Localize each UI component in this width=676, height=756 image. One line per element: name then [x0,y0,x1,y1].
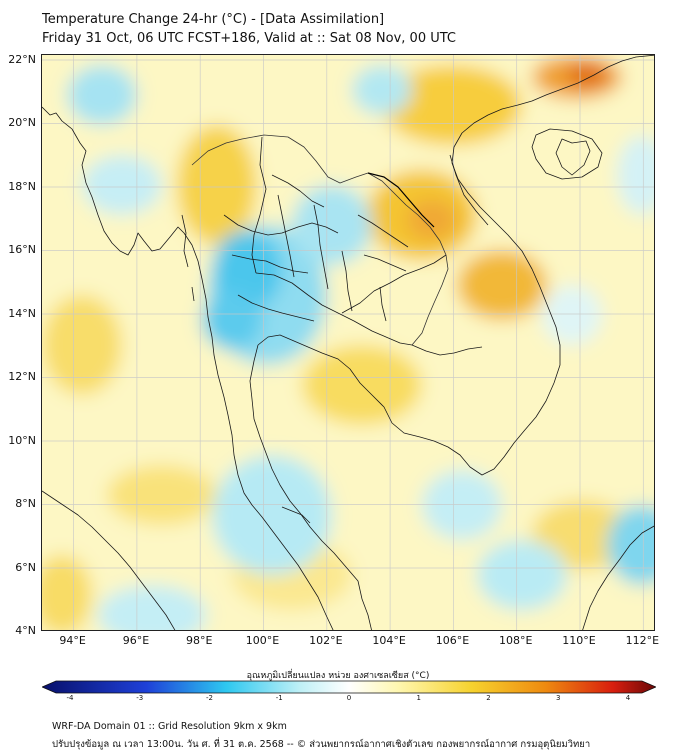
colorbar-tick-label: 0 [346,694,352,702]
map-canvas [42,55,654,630]
colorbar-tick-label: 3 [556,694,561,702]
colorbar-tick-label: 4 [625,694,631,702]
colorbar-gradient [42,680,656,694]
map-title: Temperature Change 24-hr (°C) - [Data As… [42,12,385,27]
lat-label: 22°N [8,52,36,66]
colorbar-tick-label: -3 [136,694,144,702]
lon-label: 104°E [372,634,406,647]
colorbar-tick-label: 2 [486,694,491,702]
lat-label: 4°N [15,624,36,637]
lat-label: 14°N [8,306,36,320]
lat-label: 12°N [8,370,36,384]
lat-label: 20°N [8,116,36,130]
footer-update-info: ปรับปรุงข้อมูล ณ เวลา 13:00น. วัน ศ. ที่… [52,739,591,750]
graticule [42,55,654,630]
temperature-field [42,55,654,630]
lon-label: 96°E [122,634,150,647]
colorbar-tick-label: -4 [66,694,74,702]
lat-label: 18°N [8,179,36,193]
coastlines-and-borders [42,55,654,630]
footer-model-info: WRF-DA Domain 01 :: Grid Resolution 9km … [52,721,287,732]
lon-label: 112°E [625,634,660,647]
lon-label: 100°E [245,634,280,647]
lon-label: 110°E [562,634,596,647]
lat-label: 6°N [15,560,36,574]
lon-label: 108°E [499,634,533,647]
lat-label: 8°N [15,497,36,511]
colorbar-tick-label: 1 [416,694,421,702]
lon-label: 106°E [435,634,470,647]
lat-label: 16°N [8,243,36,257]
colorbar-tick-label: -2 [206,694,213,702]
colorbar-tick-label: -1 [275,694,283,702]
temperature-change-map[interactable] [41,54,655,631]
colorbar [42,680,656,694]
lon-label: 98°E [186,634,213,647]
lon-label: 102°E [309,634,343,647]
map-subtitle: Friday 31 Oct, 06 UTC FCST+186, Valid at… [42,31,456,46]
lat-label: 10°N [8,433,36,447]
lon-label: 94°E [59,634,86,647]
colorbar-title: อุณหภูมิเปลี่ยนแปลง หน่วย องศาเซลเซียส (… [246,671,430,681]
